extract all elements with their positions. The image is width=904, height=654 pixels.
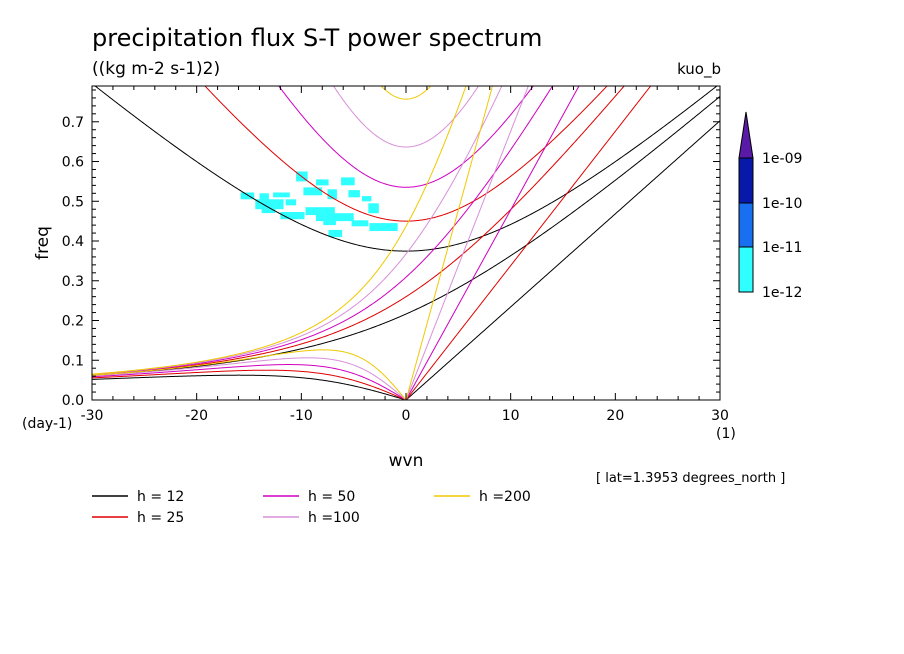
- spectrum-patch: [369, 223, 398, 231]
- kelvin-wave-curve: [405, 86, 494, 400]
- dataset-label: kuo_b: [677, 60, 721, 79]
- mrg-wave-curve: [92, 86, 467, 375]
- spectrum-patch: [348, 190, 360, 198]
- mrg-wave-curve: [92, 86, 503, 375]
- spectrum-patch: [327, 189, 337, 200]
- spectrum-patch: [351, 220, 369, 227]
- inertia-gravity-wave-curve: [332, 86, 480, 148]
- kelvin-wave-curve: [405, 86, 529, 400]
- spectrum-patch: [259, 193, 269, 202]
- y-unit-label: (day-1): [22, 416, 72, 432]
- spectrum-patch: [280, 212, 305, 220]
- legend-label: h = 12: [137, 489, 184, 505]
- kelvin-wave-curve: [405, 86, 580, 400]
- colorbar-band-1e-11: [738, 202, 754, 248]
- spectrum-patch: [305, 207, 335, 216]
- legend-item: h =100: [263, 510, 360, 526]
- legend-label: h =200: [479, 489, 531, 505]
- mrg-wave-curve: [92, 86, 554, 376]
- kelvin-wave-curve: [405, 120, 720, 400]
- rossby-wave-curve: [92, 349, 407, 400]
- x-tick-label: 20: [606, 408, 624, 424]
- chart-title: precipitation flux S-T power spectrum: [92, 24, 542, 52]
- x-tick-label: -10: [290, 408, 313, 424]
- spectrum-patch: [368, 203, 379, 214]
- y-tick-label: 0.1: [62, 353, 84, 369]
- y-tick-label: 0.3: [62, 274, 84, 290]
- latitude-annotation: [ lat=1.3953 degrees_north ]: [596, 471, 785, 486]
- legend-item: h = 25: [92, 510, 184, 526]
- mrg-wave-curve: [92, 86, 625, 376]
- legend-item: h = 50: [263, 489, 355, 505]
- spectrum-patch: [273, 192, 290, 198]
- y-axis-label: freq: [33, 226, 53, 260]
- dispersion-curves: [92, 86, 720, 400]
- legend-item: h = 12: [92, 489, 184, 505]
- plot-frame: [91, 85, 721, 401]
- colorbar-label: 1e-12: [762, 285, 802, 301]
- x-tick-label: 30: [711, 408, 729, 424]
- legend-label: h = 50: [308, 489, 355, 505]
- spectrum-patch: [303, 187, 323, 196]
- inertia-gravity-wave-curve: [94, 86, 718, 252]
- chart-subtitle: ((kg m-2 s-1)2): [92, 59, 220, 79]
- y-tick-label: 0.6: [62, 155, 84, 171]
- colorbar-band-1e-12: [738, 246, 754, 293]
- rossby-wave-curve: [92, 364, 407, 400]
- inertia-gravity-wave-curve: [380, 86, 432, 100]
- y-tick-label: 0.7: [62, 115, 84, 131]
- inertia-gravity-wave-curve: [204, 86, 608, 222]
- y-tick-label: 0.0: [62, 393, 84, 409]
- x-axis-label: wvn: [389, 451, 424, 471]
- legend-label: h = 25: [137, 510, 184, 526]
- rossby-wave-curve: [92, 369, 407, 400]
- kelvin-wave-curve: [405, 86, 652, 400]
- legend-label: h =100: [308, 510, 360, 526]
- x-tick-label: 0: [402, 408, 411, 424]
- axis-ticks: -30 -20 -10 0 10 20 30 0.0 0.1 0.2 0.3 0.4 0.5 0.6 0.7: [62, 86, 729, 424]
- spectrum-patch: [255, 199, 284, 210]
- legend: h = 12 h = 25 h = 50 h =100 h =200: [92, 489, 531, 526]
- x-tick-label: -20: [185, 408, 208, 424]
- spectrum-contours: [240, 171, 398, 238]
- mrg-wave-curve: [92, 96, 720, 377]
- spectrum-patch: [316, 179, 329, 186]
- spectrum-patch: [362, 196, 372, 202]
- spectrum-patch: [323, 220, 336, 226]
- colorbar-arrow: [738, 111, 754, 159]
- y-tick-label: 0.2: [62, 314, 84, 330]
- spectrum-patch: [240, 192, 255, 200]
- y-tick-label: 0.5: [62, 194, 84, 210]
- rossby-wave-curve: [92, 357, 407, 400]
- inertia-gravity-wave-curve: [278, 86, 534, 188]
- x-tick-label: 10: [502, 408, 520, 424]
- rossby-wave-curve: [92, 374, 407, 400]
- spectrum-patch: [285, 199, 297, 206]
- x-tick-label: -30: [81, 408, 104, 424]
- colorbar-band-1e-10: [738, 157, 754, 204]
- colorbar-label: 1e-09: [762, 151, 802, 167]
- colorbar-label: 1e-11: [762, 240, 802, 256]
- spectrum-patch: [328, 229, 343, 238]
- y-tick-label: 0.4: [62, 234, 84, 250]
- x-unit-label: (1): [716, 426, 736, 442]
- legend-item: h =200: [434, 489, 531, 505]
- spectrum-patch: [316, 213, 354, 222]
- colorbar-label: 1e-10: [762, 196, 802, 212]
- colorbar: 1e-09 1e-10 1e-11 1e-12: [738, 111, 802, 301]
- spectrum-patch: [341, 177, 355, 186]
